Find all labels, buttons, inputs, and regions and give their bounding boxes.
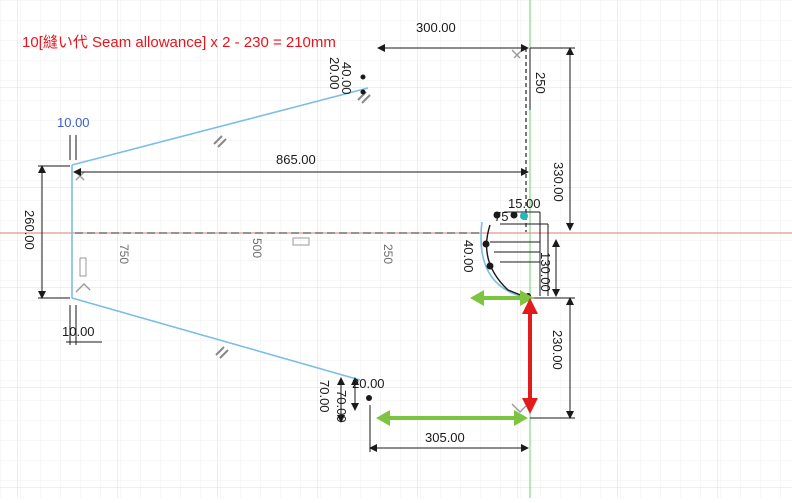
dim-right-lower[interactable]: 230.00 bbox=[550, 330, 565, 370]
dimension-cluster bbox=[490, 211, 549, 296]
dim-upper-left-40[interactable]: 40.00 bbox=[339, 62, 354, 95]
axis-label-750: 750 bbox=[117, 244, 131, 264]
dim-lower-20[interactable]: 20.00 bbox=[352, 376, 385, 391]
dim-bottom-width[interactable]: 305.00 bbox=[425, 430, 465, 445]
dim-lower-70[interactable]: 70.00 bbox=[317, 380, 332, 413]
seam-allowance-annotation: 10[縫い代 Seam allowance] x 2 - 230 = 210mm bbox=[22, 34, 336, 51]
dim-upper-left-20[interactable]: 20.00 bbox=[327, 57, 342, 90]
dim-left-height[interactable]: 260.00 bbox=[22, 210, 37, 250]
constraint-icon-mid bbox=[292, 237, 310, 246]
dim-right-upper[interactable]: 330.00 bbox=[551, 162, 566, 202]
parallel-constraint-icons bbox=[213, 91, 371, 359]
green-arrow-upper bbox=[470, 290, 534, 306]
dim-left-tick[interactable]: 10.00 bbox=[57, 115, 90, 130]
dim-mid-small[interactable]: 15.00 bbox=[508, 196, 541, 211]
dim-mid-40[interactable]: 40.00 bbox=[461, 240, 476, 273]
green-arrow-lower bbox=[376, 410, 528, 426]
dim-top-width[interactable]: 300.00 bbox=[416, 20, 456, 35]
sketch-profile[interactable] bbox=[71, 87, 529, 381]
dim-main-width[interactable]: 865.00 bbox=[276, 152, 316, 167]
constraint-icon-equal bbox=[79, 257, 87, 277]
axis-label-250: 250 bbox=[381, 244, 395, 264]
center-point bbox=[520, 212, 528, 220]
dim-mid-130[interactable]: 130.00 bbox=[538, 252, 553, 292]
perpendicular-constraint-icons bbox=[75, 49, 527, 413]
axis-label-500: 500 bbox=[250, 238, 264, 258]
dim-top-right-small[interactable]: 250 bbox=[533, 72, 548, 94]
dim-mid-75[interactable]: 75 bbox=[494, 209, 508, 224]
dim-lower-70b[interactable]: 70.00 bbox=[334, 390, 349, 423]
dimension-lines bbox=[38, 44, 575, 452]
red-arrow-vertical bbox=[522, 298, 538, 414]
dim-left-bottom-tick[interactable]: 10.00 bbox=[62, 324, 95, 339]
